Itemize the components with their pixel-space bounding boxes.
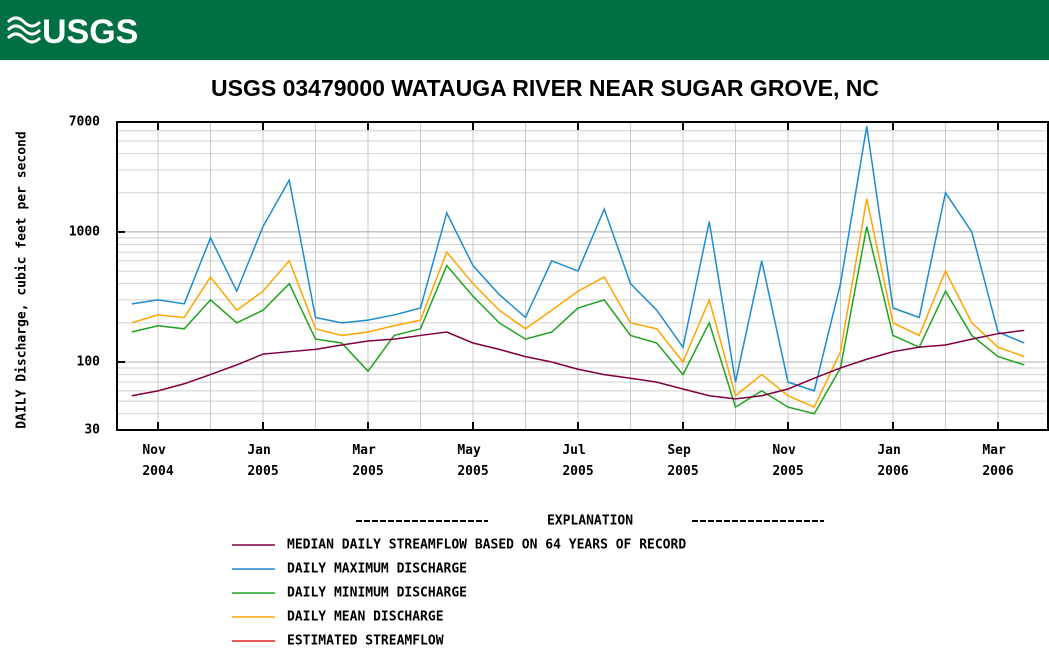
y-tick-label: 100 (77, 354, 101, 369)
series-line (131, 198, 1025, 409)
x-tick-label: Jul 2005 (562, 443, 593, 479)
x-tick-label: Jan 2005 (247, 443, 278, 479)
chart-title: USGS 03479000 WATAUGA RIVER NEAR SUGAR G… (211, 75, 879, 101)
logo-text: USGS (42, 13, 138, 51)
legend-label: ESTIMATED STREAMFLOW (287, 634, 444, 649)
legend-label: MEDIAN DAILY STREAMFLOW BASED ON 64 YEAR… (287, 538, 686, 553)
plot-frame (116, 121, 1049, 431)
y-tick-label: 30 (84, 423, 100, 438)
x-tick-label: Nov 2004 (142, 443, 173, 479)
series-line (131, 126, 1025, 392)
y-tick-label: 1000 (69, 224, 100, 239)
legend-label: DAILY MAXIMUM DISCHARGE (287, 562, 467, 577)
y-axis-label: DAILY Discharge, cubic feet per second (15, 131, 30, 428)
x-tick-label: Sep 2005 (667, 443, 698, 479)
header-bar (0, 0, 1049, 60)
logo-waves (6, 16, 42, 44)
legend-title: EXPLANATION (547, 514, 633, 529)
x-tick-label: May 2005 (457, 443, 488, 479)
x-tick-label: Mar 2005 (352, 443, 383, 479)
series-line (131, 226, 1025, 415)
y-tick-label: 7000 (69, 115, 100, 130)
x-tick-label: Nov 2005 (772, 443, 803, 479)
legend-label: DAILY MEAN DISCHARGE (287, 610, 444, 625)
x-tick-label: Mar 2006 (982, 443, 1013, 479)
series-line (131, 329, 1025, 400)
x-tick-label: Jan 2006 (877, 443, 908, 479)
legend-label: DAILY MINIMUM DISCHARGE (287, 586, 467, 601)
